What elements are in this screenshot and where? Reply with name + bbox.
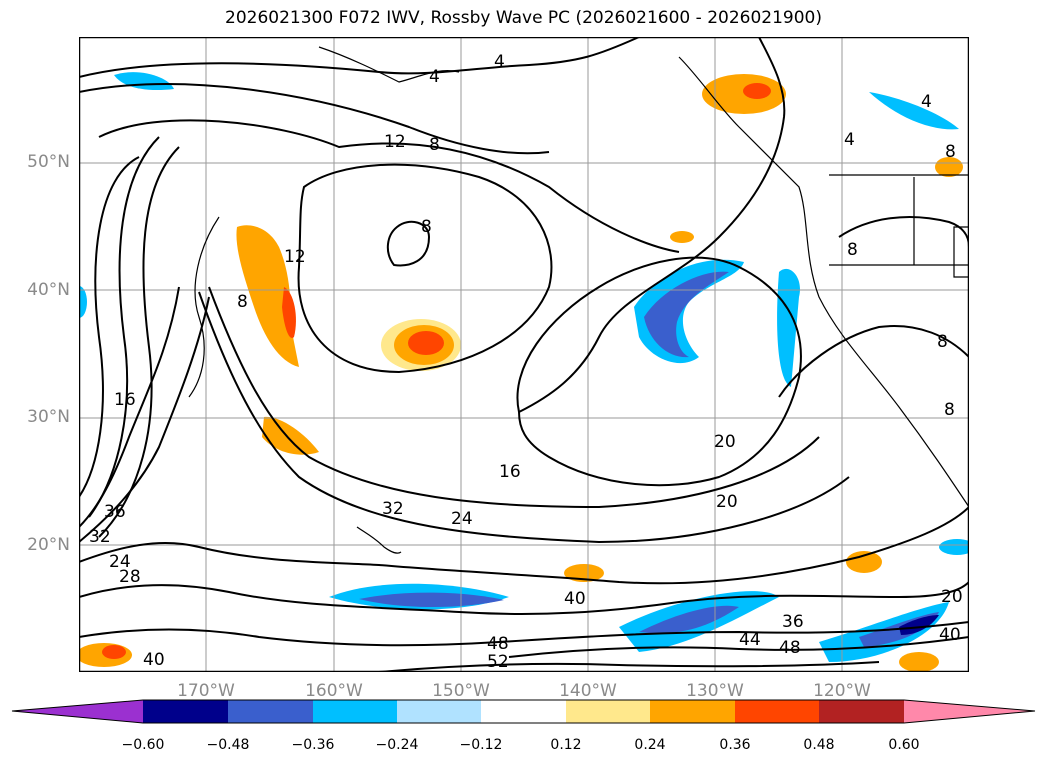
colorbar-outline [11, 699, 1036, 724]
colorbar-tick: −0.24 [375, 737, 419, 753]
ne-pacific-negative-core [644, 271, 729, 358]
positive-anomaly-tail [262, 416, 319, 455]
colorbar-max-arrow [904, 700, 1035, 723]
positive-anomaly-band [236, 225, 299, 367]
contour-label: 36 [782, 612, 804, 632]
colorbar-segment [228, 700, 313, 723]
contour-label: 32 [89, 527, 111, 547]
lon-label-160w: 160°W [305, 681, 363, 701]
coastlines [188, 46, 969, 554]
colorbar-segment [819, 700, 904, 723]
alaska-positive-core [743, 83, 771, 99]
contour-label: 8 [937, 332, 948, 352]
colorbar-segment [566, 700, 650, 723]
colorbar-tick: 0.48 [803, 737, 835, 753]
contour-label: 32 [382, 499, 404, 519]
central-pacific-positive-core [408, 331, 444, 355]
southeast-negative-core [639, 605, 739, 634]
lat-label-20n: 20°N [27, 535, 70, 555]
contour-label: 8 [944, 400, 955, 420]
contour-label: 40 [143, 650, 165, 670]
colorbar-segment [313, 700, 397, 723]
map-panel: 4 4 4 4 8 12 8 8 12 8 16 32 36 24 28 16 … [79, 37, 969, 672]
contour-label: 8 [945, 142, 956, 162]
contour-label: 28 [119, 567, 141, 587]
colorbar-segment [650, 700, 735, 723]
subtropical-negative-core [359, 592, 504, 608]
contour-label: 44 [739, 630, 761, 650]
contour-label: 24 [109, 552, 131, 572]
contour-label: 8 [421, 217, 432, 237]
iwv-contours [79, 37, 969, 672]
colorbar-tick: 0.60 [888, 737, 920, 753]
contour-label: 4 [844, 130, 855, 150]
contour-label: 20 [714, 432, 736, 452]
contour-label: 16 [114, 390, 136, 410]
positive-anomaly-core [282, 287, 296, 338]
lon-label-170w: 170°W [177, 681, 235, 701]
lat-label-40n: 40°N [27, 280, 70, 300]
contour-label: 40 [939, 625, 961, 645]
colorbar-tick: 0.12 [550, 737, 582, 753]
colorbar-min-arrow [12, 700, 143, 723]
colorbar-tick: 0.36 [719, 737, 751, 753]
contour-label: 8 [429, 135, 440, 155]
colorbar-segment [397, 700, 481, 723]
colorbar-tick: −0.60 [121, 737, 165, 753]
lon-label-130w: 130°W [686, 681, 744, 701]
colorbar-tick: −0.12 [459, 737, 503, 753]
contour-label: 12 [384, 132, 406, 152]
south-edge-positive-spot [899, 652, 939, 672]
lat-label-30n: 30°N [27, 407, 70, 427]
contour-label: 4 [429, 67, 440, 87]
lon-label-120w: 120°W [813, 681, 871, 701]
contour-label: 8 [237, 292, 248, 312]
contour-label: 16 [499, 462, 521, 482]
colorbar [11, 699, 1036, 724]
lat-label-50n: 50°N [27, 152, 70, 172]
contour-label: 40 [564, 589, 586, 609]
alaska-positive [702, 74, 786, 114]
contour-label: 4 [921, 92, 932, 112]
ne-negative-streak [869, 92, 959, 130]
contour-label: 36 [104, 502, 126, 522]
colorbar-segment [735, 700, 819, 723]
colorbar-segment [143, 700, 228, 723]
lon-label-150w: 150°W [432, 681, 490, 701]
contour-label: 12 [284, 247, 306, 267]
east-edge-negative-spot [939, 539, 969, 555]
colorbar-tick: −0.36 [291, 737, 335, 753]
southeast-positive-spot [846, 551, 882, 573]
coastal-negative [777, 268, 800, 387]
contour-label: 48 [779, 638, 801, 658]
map-frame [79, 37, 969, 672]
contour-label: 52 [487, 652, 509, 672]
contour-label: 4 [494, 52, 505, 72]
colorbar-tick: 0.24 [634, 737, 666, 753]
contour-label: 20 [716, 492, 738, 512]
west-edge-negative-spot [79, 286, 87, 318]
mid-north-positive-spot [670, 231, 694, 243]
contour-label: 48 [487, 634, 509, 654]
east-edge-positive-spot [935, 157, 963, 177]
contour-label: 8 [847, 240, 858, 260]
contour-label-group: 4 4 4 4 8 12 8 8 12 8 16 32 36 24 28 16 … [89, 52, 963, 672]
contour-label: 24 [451, 509, 473, 529]
far-southeast-negative-darkest [899, 615, 939, 635]
lon-label-140w: 140°W [559, 681, 617, 701]
contour-label: 20 [941, 587, 963, 607]
colorbar-tick: −0.48 [206, 737, 250, 753]
anomaly-fill-layer [79, 72, 969, 672]
plot-title: 2026021300 F072 IWV, Rossby Wave PC (202… [225, 8, 822, 28]
colorbar-segment [481, 700, 566, 723]
southwest-positive-core [102, 645, 126, 659]
